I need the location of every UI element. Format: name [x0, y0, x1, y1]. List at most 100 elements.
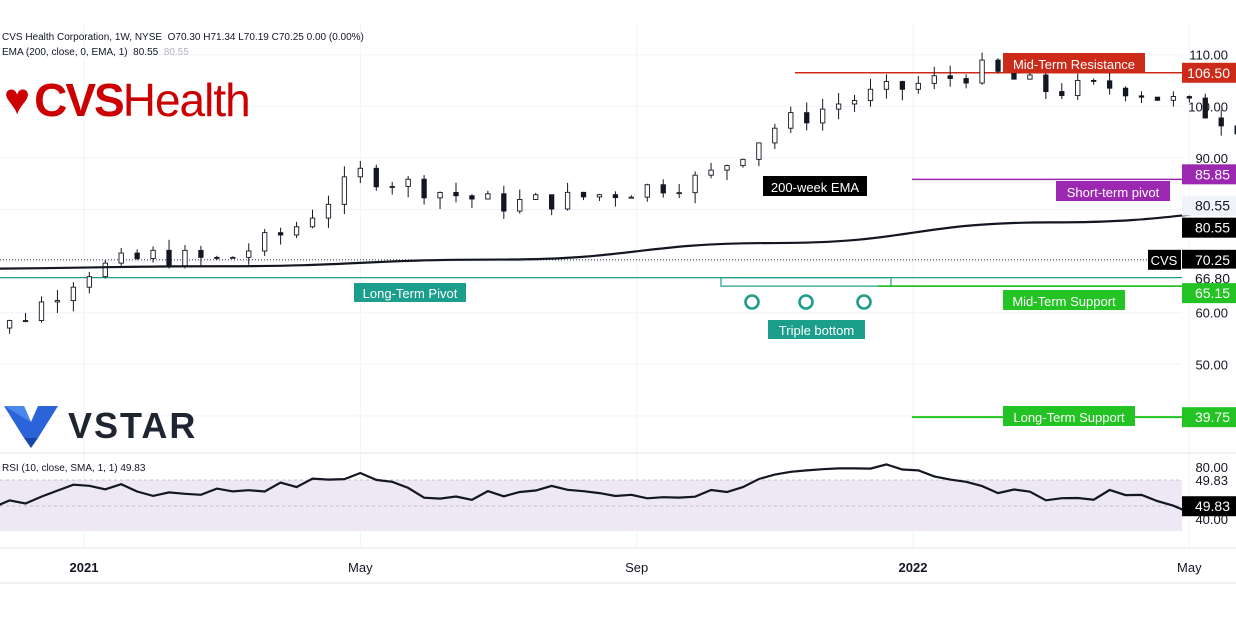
candle-down	[453, 192, 459, 197]
candle-up	[867, 88, 874, 101]
candle-up	[437, 192, 443, 199]
candle-down	[947, 75, 953, 79]
price-tag-resistance-bg	[1182, 62, 1236, 83]
candle-up	[309, 217, 316, 228]
price-tag-resistance-text: 106.50	[1187, 65, 1230, 81]
symbol-tag-text: CVS	[1151, 253, 1178, 268]
candle-up	[182, 249, 188, 267]
candle-up	[788, 112, 794, 129]
candle-up	[230, 256, 236, 259]
candle-up	[517, 199, 523, 212]
price-tag-rsi-bg	[1182, 496, 1236, 517]
candle-up	[628, 196, 635, 199]
candle-down	[134, 252, 140, 259]
symbol-header: CVS Health Corporation, 1W, NYSE O70.30 …	[2, 32, 364, 43]
candle-up	[405, 178, 411, 187]
x-tick-label: 2021	[70, 560, 99, 575]
price-tag-last-bg	[1182, 249, 1236, 270]
candle-up	[915, 82, 921, 90]
candle-down	[660, 184, 666, 194]
candle-down	[804, 112, 810, 124]
price-tag-ema-text: 80.55	[1195, 220, 1230, 236]
price-tag-short-pivot-text: 85.85	[1195, 166, 1230, 182]
vstar-logo: VSTAR	[2, 400, 197, 452]
heart-icon: ♥	[4, 75, 31, 124]
mid-term-support-label-bg	[1003, 290, 1125, 310]
candle-up	[262, 232, 268, 252]
cvs-brand-text: CVS	[34, 74, 125, 126]
candle-up	[644, 184, 650, 198]
ema-value-faint: 80.55	[163, 47, 189, 58]
short-term-pivot-label-text: Short-term pivot	[1067, 185, 1160, 200]
vstar-text: VSTAR	[68, 405, 198, 446]
candle-up	[341, 176, 348, 205]
short-term-pivot-label-bg	[1056, 181, 1170, 201]
candle-up	[931, 75, 937, 84]
cvs-health-logo: ♥ CVS Health	[4, 70, 251, 130]
mid-term-support-label: Mid-Term Support	[1003, 290, 1125, 310]
vstar-mark-icon	[4, 406, 58, 448]
candle-up	[692, 174, 698, 194]
x-tick-label: Sep	[625, 560, 648, 575]
ema-annotation: 200-week EMA	[763, 176, 867, 196]
ohlc-values: O70.30 H71.34 L70.19 C70.25 0.00 (0.00%)	[167, 32, 364, 43]
candle-down	[1234, 125, 1236, 135]
candle-down	[469, 195, 475, 200]
candle-up	[22, 320, 29, 322]
price-tag-long-pivot-text: 66.80	[1195, 271, 1230, 287]
candle-up	[756, 142, 762, 160]
candle-down	[214, 256, 220, 259]
ema-200-line	[0, 208, 1236, 270]
candle-down	[1091, 79, 1097, 82]
price-tag-short-pivot-bg	[1182, 164, 1236, 185]
long-term-support-label: Long-Term Support	[1003, 406, 1135, 426]
candle-up	[740, 158, 746, 167]
candle-down	[1043, 74, 1049, 92]
candle-up	[724, 165, 730, 171]
candle-down	[995, 59, 1001, 72]
candle-up	[883, 81, 890, 90]
candle-up	[54, 300, 61, 303]
candle-up	[1170, 96, 1177, 101]
candle-up	[1075, 79, 1081, 97]
long-term-support-label-text: Long-Term Support	[1013, 410, 1125, 425]
bottom-zone-box	[720, 277, 892, 287]
candle-down	[373, 167, 379, 188]
price-tag-ema-faint-bg	[1182, 195, 1236, 216]
candle-down	[1059, 91, 1065, 97]
candle-up	[70, 286, 77, 301]
candle-up	[118, 252, 124, 264]
triple-bottom-circle	[856, 294, 872, 310]
y-tick-label: 50.00	[1195, 357, 1228, 372]
long-term-pivot-label: Long-Term Pivot	[354, 283, 466, 302]
price-tag-long-support-text: 39.75	[1195, 409, 1230, 425]
rsi-y-tick-label: 80.00	[1195, 460, 1228, 475]
short-term-pivot-label: Short-term pivot	[1056, 181, 1170, 201]
candle-down	[1138, 95, 1145, 98]
candle-up	[102, 262, 108, 278]
candle-up	[325, 203, 332, 219]
candle-down	[1186, 96, 1192, 99]
candle-down	[277, 232, 284, 236]
candle-down	[1218, 117, 1224, 127]
candle-up	[150, 249, 156, 259]
candle-up	[596, 194, 603, 198]
candle-down	[580, 191, 587, 198]
candle-up	[708, 169, 714, 176]
candle-down	[1202, 97, 1208, 119]
price-tag-ema-bg	[1182, 217, 1236, 238]
candle-up	[357, 167, 363, 178]
mid-term-resistance-label-text: Mid-Term Resistance	[1013, 57, 1135, 72]
candle-up	[86, 276, 92, 288]
ema-annotation-bg	[763, 176, 867, 196]
candle-up	[6, 320, 13, 329]
y-tick-label: 110.00	[1189, 48, 1228, 63]
triple-bottom-label-bg	[768, 320, 865, 339]
price-tag-ema-faint-text: 80.55	[1195, 198, 1230, 214]
price-tag-mid-support-bg	[1182, 283, 1236, 304]
rsi-band	[0, 480, 1182, 531]
ema-header: EMA (200, close, 0, EMA, 1) 80.55 80.55	[2, 47, 189, 58]
triple-bottom-label: Triple bottom	[768, 320, 865, 339]
ema-title: EMA (200, close, 0, EMA, 1)	[2, 47, 128, 58]
